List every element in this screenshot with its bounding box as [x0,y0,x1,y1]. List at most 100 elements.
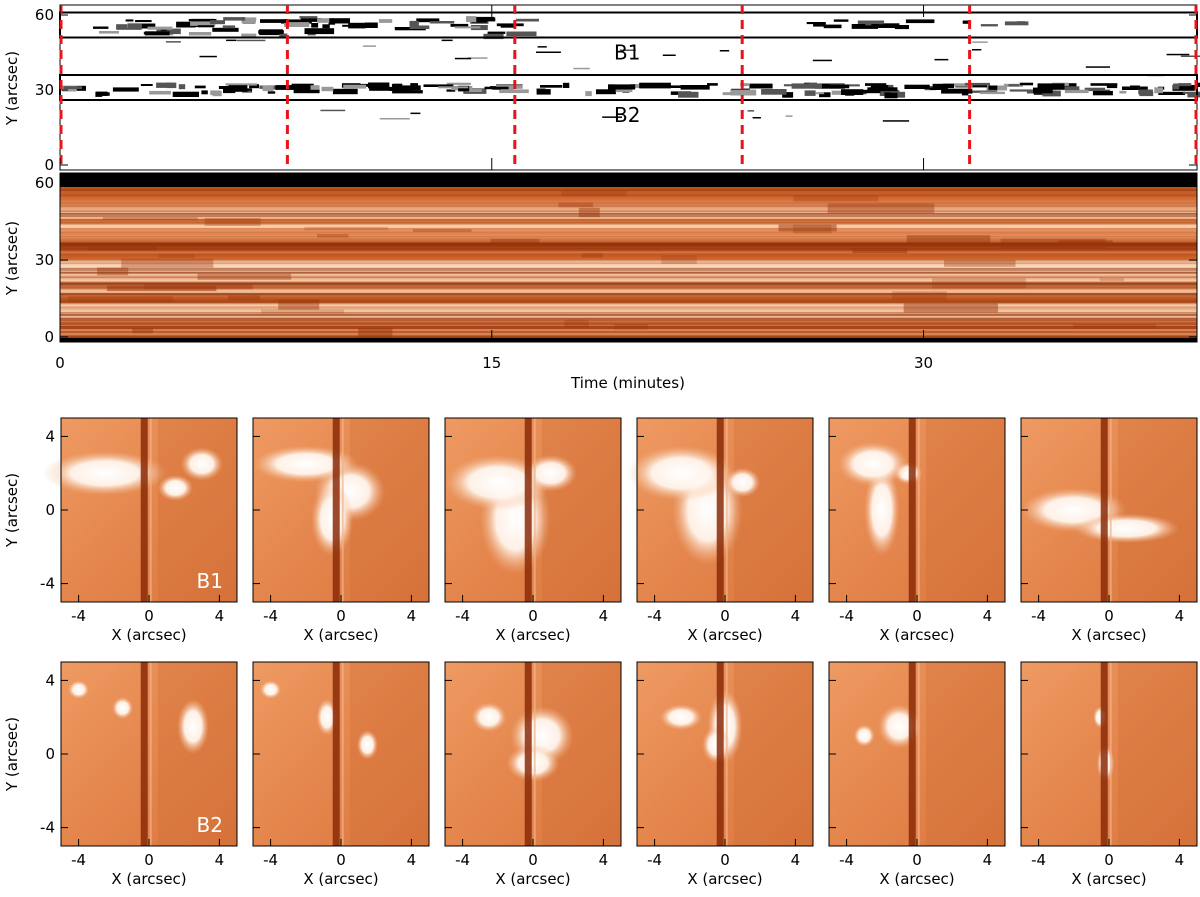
event-streak [1158,91,1186,95]
intensity-stripe [60,323,1197,328]
event-streak [317,18,335,23]
event-streak [267,91,276,94]
event-streak [1037,83,1065,90]
thumbnail-shade [733,418,813,602]
bright-feature [68,680,90,699]
event-streak [806,22,826,25]
intensity-patch [261,309,345,314]
intensity-stripe [60,292,1197,296]
slit-line [140,418,148,602]
event-streak [243,88,253,93]
event-streak [1033,87,1053,94]
event-streak [369,86,401,91]
event-streak [298,86,311,92]
event-streak [813,22,826,27]
intensity-stripe [60,204,1197,208]
event-streak [409,20,419,27]
event-streak [1042,90,1061,97]
event-streak [332,88,358,95]
thumb-ylabel: Y (arcsec) [3,717,21,792]
intensity-patch [932,278,1026,289]
thumb-xlabel: X (arcsec) [1071,626,1146,644]
intensity-stripe [60,247,1197,250]
intensity-patch [906,235,991,245]
intensity-stripe [60,310,1197,315]
event-streak [608,84,636,90]
thumb-x-tick-label: 4 [407,607,417,625]
intensity-stripe [60,271,1197,274]
thumbnail-image [829,662,1005,846]
event-streak [136,23,156,29]
top-ylabel: Y (arcsec) [3,51,21,126]
event-streak [128,23,142,30]
slit-edge [725,662,728,846]
event-streak [284,22,310,27]
intensity-stripe [60,283,1197,285]
slit-edge [917,662,920,846]
middle-x-tick-label: 0 [55,354,65,372]
intensity-stripe [60,227,1197,232]
bright-feature [177,698,209,755]
event-streak [1064,89,1089,94]
event-streak [707,83,718,86]
event-streak [135,20,152,23]
top-panel: B1 B2 0 30 60 Y (arcsec) [3,4,1200,174]
event-streak [241,33,257,39]
slit-line [716,418,724,602]
intensity-stripe [60,219,1197,221]
intensity-patch [793,195,879,202]
intensity-stripe [60,315,1197,318]
event-streak [410,83,418,88]
event-streak [458,85,470,92]
event-streak [747,110,755,112]
event-streak [865,22,872,26]
bright-feature [112,696,134,720]
thumb-xlabel: X (arcsec) [1071,870,1146,888]
intensity-stripe [60,277,1197,282]
intensity-stripe [60,317,1197,322]
intensity-patch [1099,278,1125,282]
intensity-patch [88,246,157,251]
slit-edge [149,418,152,602]
thumb-xlabel: X (arcsec) [879,626,954,644]
thumb-x-tick-label: 0 [720,851,730,869]
top-y-tick-label: 0 [44,156,54,174]
event-streak [165,41,181,43]
thumbnail-panel: -4 0 4 X (arcsec) -4 0 4 Y (arcsec) B2 [3,661,238,888]
thumbnail-panel: -4 0 4 X (arcsec) [1020,417,1198,644]
event-streak [1173,83,1180,90]
thumb-xlabel: X (arcsec) [879,870,954,888]
intensity-stripe [60,216,1197,220]
event-streak [1182,91,1200,94]
thumb-x-tick-label: -4 [263,851,278,869]
event-streak [785,115,793,117]
event-streak [719,50,730,52]
event-streak [483,33,504,40]
event-streak [423,84,454,87]
intensity-patch [903,303,998,313]
middle-panel: 0 30 60 0 15 30 Y (arcsec) Time (minutes) [3,172,1198,392]
thumb-y-tick-label: 0 [45,501,55,519]
bright-feature [316,698,338,736]
thumb-x-tick-label: 4 [983,607,993,625]
event-streak [540,85,563,88]
thumbnail-panel: -4 0 4 X (arcsec) [252,661,430,888]
event-streak [862,89,881,94]
thumb-y-tick-label: -4 [40,819,55,837]
intensity-stripe [60,263,1197,268]
thumb-x-tick-label: 4 [1175,851,1185,869]
box-label-b2: B2 [614,103,640,127]
event-streak [752,117,761,119]
slit-edge [341,418,344,602]
event-streak [1138,89,1153,95]
middle-xlabel: Time (minutes) [570,374,685,392]
event-streak [1180,55,1200,57]
middle-y-tick-label: 0 [44,328,54,346]
event-streak [310,85,320,90]
event-streak [1052,86,1080,91]
event-streak [450,23,469,27]
event-streak [515,18,539,22]
event-streak [905,19,935,24]
event-streak [865,83,887,86]
intensity-stripe [60,259,1197,264]
